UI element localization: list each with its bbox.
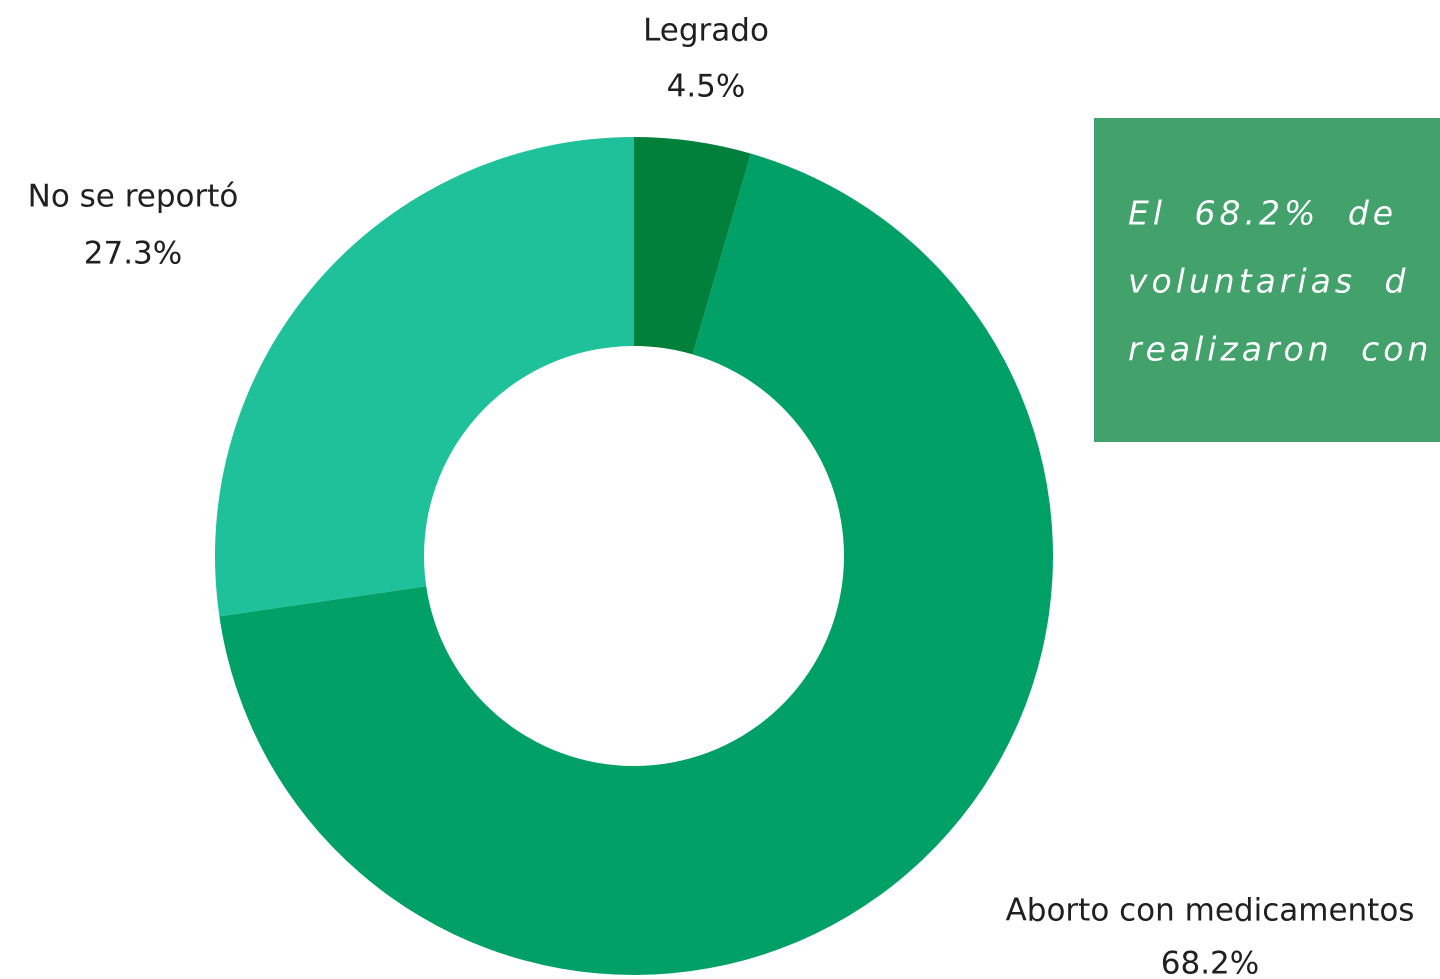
annotation-line: El 68.2% de — [1128, 194, 1397, 233]
annotation: El 68.2% de voluntarias d realizaron con — [1128, 194, 1432, 369]
labels: Legrado 4.5% Aborto con medicamentos 68.2% N… — [28, 13, 1415, 979]
slice — [634, 137, 751, 355]
annotation-box — [1094, 118, 1440, 442]
slice-label: Aborto con medicamentos — [1006, 893, 1415, 929]
annotation-line: realizaron con — [1128, 330, 1432, 369]
slice — [215, 137, 634, 617]
annotation-line: voluntarias d — [1128, 262, 1409, 301]
slice-label: Legrado — [643, 13, 769, 49]
slice-label: No se reportó — [28, 179, 239, 215]
slice — [219, 153, 1053, 975]
value-label: 27.3% — [84, 236, 182, 272]
value-label: 68.2% — [1161, 946, 1259, 979]
value-label: 4.5% — [667, 69, 746, 105]
donut — [215, 137, 1053, 975]
